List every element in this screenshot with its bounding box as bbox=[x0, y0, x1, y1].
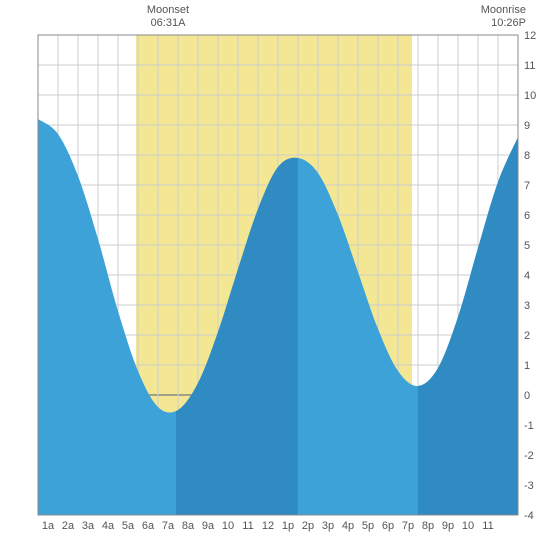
moonset-title: Moonset bbox=[138, 4, 198, 17]
svg-text:11: 11 bbox=[524, 60, 535, 72]
moonrise-label: Moonrise 10:26P bbox=[466, 4, 526, 30]
svg-text:1p: 1p bbox=[282, 520, 294, 532]
svg-text:8a: 8a bbox=[182, 520, 195, 532]
moonset-time: 06:31A bbox=[138, 17, 198, 30]
svg-text:3a: 3a bbox=[82, 520, 95, 532]
svg-text:12: 12 bbox=[262, 520, 274, 532]
svg-text:4: 4 bbox=[524, 270, 530, 282]
moonrise-time: 10:26P bbox=[466, 17, 526, 30]
svg-text:6: 6 bbox=[524, 210, 530, 222]
svg-text:6a: 6a bbox=[142, 520, 155, 532]
svg-text:-3: -3 bbox=[524, 480, 534, 492]
svg-text:-4: -4 bbox=[524, 510, 534, 522]
svg-text:10: 10 bbox=[462, 520, 474, 532]
svg-text:2: 2 bbox=[524, 330, 530, 342]
svg-text:5a: 5a bbox=[122, 520, 135, 532]
chart-svg: -4-3-2-101234567891011121a2a3a4a5a6a7a8a… bbox=[0, 0, 550, 550]
svg-text:1a: 1a bbox=[42, 520, 55, 532]
svg-text:2a: 2a bbox=[62, 520, 75, 532]
svg-text:1: 1 bbox=[524, 360, 530, 372]
svg-text:9p: 9p bbox=[442, 520, 454, 532]
svg-text:7: 7 bbox=[524, 180, 530, 192]
svg-text:8p: 8p bbox=[422, 520, 434, 532]
svg-text:5: 5 bbox=[524, 240, 530, 252]
svg-text:4p: 4p bbox=[342, 520, 354, 532]
svg-text:3: 3 bbox=[524, 300, 530, 312]
svg-text:8: 8 bbox=[524, 150, 530, 162]
svg-text:3p: 3p bbox=[322, 520, 334, 532]
svg-text:11: 11 bbox=[242, 520, 253, 532]
svg-text:2p: 2p bbox=[302, 520, 314, 532]
svg-text:-1: -1 bbox=[524, 420, 534, 432]
tide-chart: Moonset 06:31A Moonrise 10:26P -4 -3 -2 -1 0… bbox=[0, 0, 550, 550]
svg-text:12: 12 bbox=[524, 30, 536, 42]
svg-text:5p: 5p bbox=[362, 520, 374, 532]
svg-text:6p: 6p bbox=[382, 520, 394, 532]
svg-text:-2: -2 bbox=[524, 450, 534, 462]
svg-text:10: 10 bbox=[222, 520, 234, 532]
svg-text:7p: 7p bbox=[402, 520, 414, 532]
svg-text:4a: 4a bbox=[102, 520, 115, 532]
svg-text:11: 11 bbox=[482, 520, 493, 532]
svg-text:7a: 7a bbox=[162, 520, 175, 532]
moonrise-title: Moonrise bbox=[466, 4, 526, 17]
svg-text:9a: 9a bbox=[202, 520, 215, 532]
moonset-label: Moonset 06:31A bbox=[138, 4, 198, 30]
svg-text:10: 10 bbox=[524, 90, 536, 102]
svg-text:0: 0 bbox=[524, 390, 530, 402]
svg-text:9: 9 bbox=[524, 120, 530, 132]
